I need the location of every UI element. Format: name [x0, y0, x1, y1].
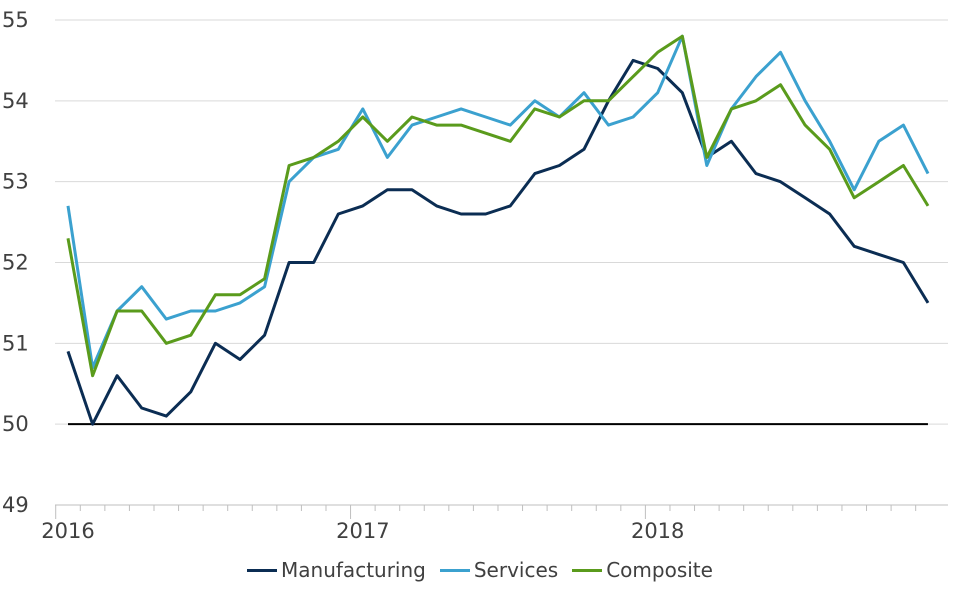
y-axis-tick-labels: 49 50 51 52 53 54 55: [2, 8, 29, 517]
y-tick-label: 49: [2, 493, 29, 517]
legend-swatch: [439, 568, 470, 572]
x-axis: 2016 2017 2018: [41, 504, 948, 543]
x-tick-label: 2016: [41, 519, 94, 543]
y-tick-label: 52: [2, 251, 29, 275]
series-line-services: [66, 34, 930, 370]
legend-item-manufacturing: Manufacturing: [247, 558, 426, 582]
legend-label: Manufacturing: [281, 558, 426, 582]
series-lines: [66, 34, 930, 426]
legend: Manufacturing Services Composite: [0, 558, 960, 582]
y-tick-label: 55: [2, 8, 29, 32]
legend-item-services: Services: [439, 558, 559, 582]
legend-swatch: [572, 568, 603, 572]
x-tick-label: 2017: [336, 519, 389, 543]
gridlines: [55, 19, 948, 425]
legend-swatch: [247, 568, 278, 572]
y-tick-label: 54: [2, 89, 29, 113]
legend-label: Composite: [606, 558, 713, 582]
y-tick-label: 53: [2, 170, 29, 194]
y-tick-label: 50: [2, 412, 29, 436]
y-tick-label: 51: [2, 331, 29, 355]
series-line-manufacturing: [66, 58, 930, 426]
series-line-composite: [66, 34, 930, 378]
legend-label: Services: [473, 558, 559, 582]
legend-item-composite: Composite: [572, 558, 713, 582]
x-tick-label: 2018: [631, 519, 684, 543]
